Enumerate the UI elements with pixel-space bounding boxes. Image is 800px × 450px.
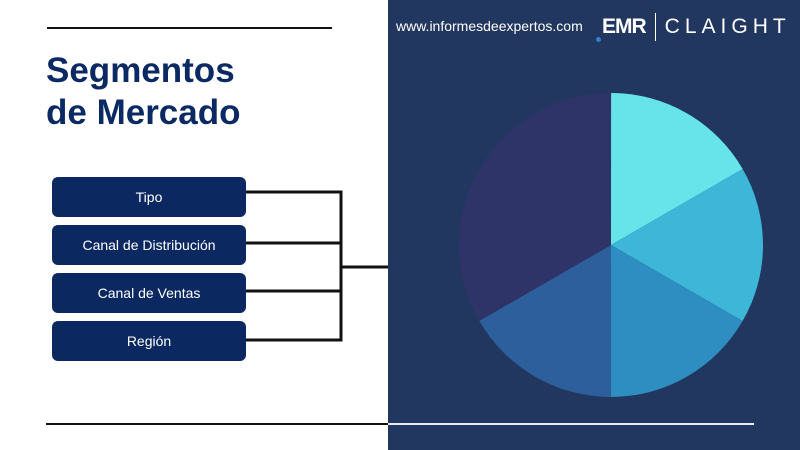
claight-logo: CLAIGHT <box>664 15 791 38</box>
bottom-divider <box>46 423 754 425</box>
title-line-2: de Mercado <box>46 93 241 132</box>
title-line-1: Segmentos <box>46 51 235 90</box>
segment-canal-distribucion: Canal de Distribución <box>52 225 246 265</box>
pie-slice-2 <box>611 169 763 322</box>
bracket-connector <box>246 190 343 342</box>
pie-slice-5 <box>459 93 612 321</box>
emr-logo: EMR <box>596 15 647 42</box>
segment-region: Región <box>52 321 246 361</box>
pie-chart <box>459 93 763 397</box>
website-link[interactable]: www.informesdeexpertos.com <box>396 18 583 34</box>
segment-canal-ventas: Canal de Ventas <box>52 273 246 313</box>
top-divider <box>47 27 332 29</box>
logo-separator <box>654 13 656 41</box>
connector-lines <box>246 190 388 342</box>
segment-tipo: Tipo <box>52 177 246 217</box>
logo: EMR CLAIGHT <box>596 12 791 42</box>
pie-slice-3 <box>610 245 743 397</box>
pie-slice-1 <box>611 93 743 245</box>
page-title: Segmentos de Mercado <box>46 50 241 134</box>
pie-slice-4 <box>479 245 611 397</box>
